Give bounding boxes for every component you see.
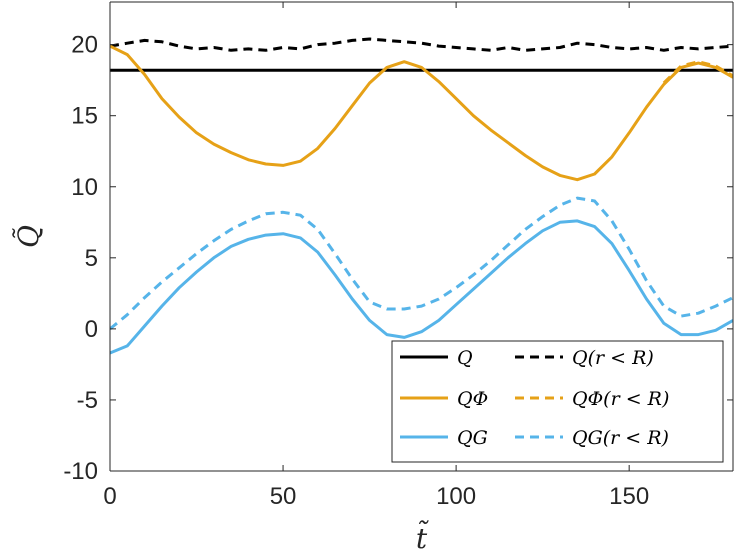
legend-label-2-2: QΦ(r < R) xyxy=(572,388,669,410)
legend-label-3-1: QG xyxy=(457,427,488,449)
y-tick-label: 10 xyxy=(71,174,98,201)
y-tick-label: -5 xyxy=(77,387,98,414)
y-tick-label: 5 xyxy=(85,245,98,272)
y-tick-label: 20 xyxy=(71,32,98,59)
legend-label-1-1: Q xyxy=(457,347,473,369)
series-line-4-q-r-r xyxy=(662,60,733,85)
x-axis-label: t̃ xyxy=(416,520,430,555)
legend-label-3-2: QG(r < R) xyxy=(572,427,669,449)
y-tick-label: 0 xyxy=(85,316,98,343)
legend-box xyxy=(391,340,724,463)
axes: 0 50 100 150 -10 -5 0 5 10 15 20 t̃ Q̃ xyxy=(12,1,734,555)
x-tick-label: 50 xyxy=(270,483,297,510)
y-tick-label: -10 xyxy=(63,458,98,485)
x-tick-label: 0 xyxy=(103,483,116,510)
legend-label-1-2: Q(r < R) xyxy=(572,347,654,369)
series-line-3-q xyxy=(110,44,733,182)
legend-label-2-1: QΦ xyxy=(457,388,488,410)
plot-area xyxy=(110,37,733,355)
series-line-2-q-r-r xyxy=(110,37,733,52)
y-tick-label: 15 xyxy=(71,103,98,130)
legend: Q Q(r < R) QΦ QΦ(r < R) QG QG(r < R) xyxy=(391,340,724,463)
y-axis-label: Q̃ xyxy=(12,225,45,248)
series-line-6-qg-r-r xyxy=(110,196,733,331)
series-line-5-qg xyxy=(110,219,733,355)
x-tick-label: 150 xyxy=(609,483,649,510)
x-tick-label: 100 xyxy=(436,483,476,510)
